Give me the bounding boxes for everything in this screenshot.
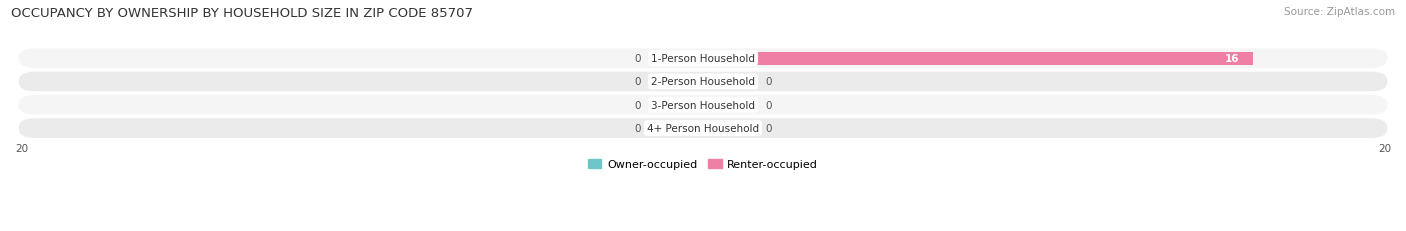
Bar xyxy=(651,76,703,88)
Text: Source: ZipAtlas.com: Source: ZipAtlas.com xyxy=(1284,7,1395,17)
Text: 0: 0 xyxy=(765,100,772,110)
Text: 3-Person Household: 3-Person Household xyxy=(651,100,755,110)
Bar xyxy=(651,99,703,112)
FancyBboxPatch shape xyxy=(18,119,1388,138)
Text: 2-Person Household: 2-Person Household xyxy=(651,77,755,87)
FancyBboxPatch shape xyxy=(18,96,1388,115)
Text: 1-Person Household: 1-Person Household xyxy=(651,54,755,64)
Bar xyxy=(651,122,703,135)
Text: 0: 0 xyxy=(765,77,772,87)
Bar xyxy=(651,52,703,65)
FancyBboxPatch shape xyxy=(18,72,1388,92)
Text: 20: 20 xyxy=(1378,143,1391,153)
Text: 4+ Person Household: 4+ Person Household xyxy=(647,124,759,134)
Bar xyxy=(703,52,1253,65)
Text: 16: 16 xyxy=(1225,54,1240,64)
Bar xyxy=(703,99,755,112)
Text: 20: 20 xyxy=(15,143,28,153)
Text: 0: 0 xyxy=(634,124,641,134)
Text: 0: 0 xyxy=(634,100,641,110)
Legend: Owner-occupied, Renter-occupied: Owner-occupied, Renter-occupied xyxy=(583,155,823,174)
Text: 0: 0 xyxy=(765,124,772,134)
Bar xyxy=(703,76,755,88)
Text: 0: 0 xyxy=(634,77,641,87)
Text: 0: 0 xyxy=(634,54,641,64)
Text: OCCUPANCY BY OWNERSHIP BY HOUSEHOLD SIZE IN ZIP CODE 85707: OCCUPANCY BY OWNERSHIP BY HOUSEHOLD SIZE… xyxy=(11,7,474,20)
Bar xyxy=(703,122,755,135)
FancyBboxPatch shape xyxy=(18,49,1388,69)
